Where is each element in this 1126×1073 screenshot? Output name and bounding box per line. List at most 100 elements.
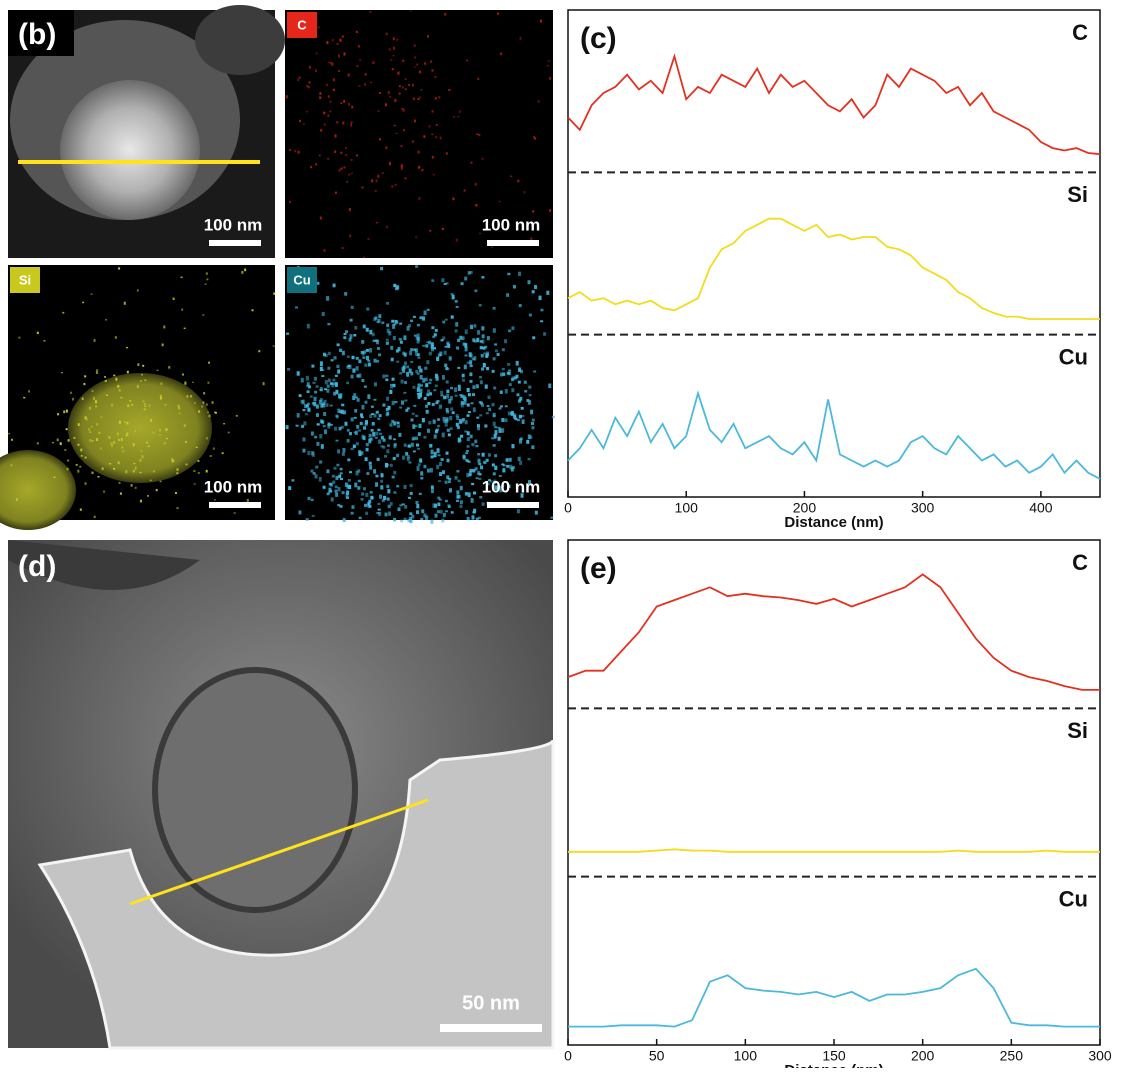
speckle bbox=[428, 382, 432, 385]
speckle bbox=[441, 375, 445, 380]
speckle bbox=[408, 496, 412, 500]
speckle bbox=[361, 186, 364, 189]
speckle bbox=[471, 482, 475, 486]
speckle bbox=[346, 484, 350, 489]
speckle bbox=[465, 449, 469, 452]
speckle bbox=[339, 467, 343, 471]
speckle bbox=[317, 26, 320, 29]
speckle bbox=[477, 516, 481, 519]
speckle bbox=[287, 367, 291, 371]
speckle bbox=[450, 386, 454, 390]
x-tick-label: 250 bbox=[1000, 1048, 1024, 1064]
speckle bbox=[403, 391, 407, 394]
speckle bbox=[329, 423, 333, 426]
speckle bbox=[478, 303, 482, 307]
speckle bbox=[416, 353, 420, 357]
speckle bbox=[289, 200, 292, 204]
speckle bbox=[445, 380, 449, 384]
speckle bbox=[99, 447, 102, 450]
speckle bbox=[364, 400, 368, 404]
speckle bbox=[475, 444, 479, 448]
speckle bbox=[504, 418, 508, 423]
speckle bbox=[89, 439, 92, 442]
speckle bbox=[176, 468, 179, 471]
speckle bbox=[358, 516, 362, 520]
speckle bbox=[496, 12, 499, 15]
speckle bbox=[463, 401, 467, 405]
speckle bbox=[540, 320, 544, 323]
speckle bbox=[312, 472, 316, 475]
speckle bbox=[493, 386, 497, 390]
speckle bbox=[506, 293, 510, 297]
speckle bbox=[358, 85, 361, 87]
speckle bbox=[385, 32, 388, 36]
profile-line bbox=[568, 967, 1100, 1028]
speckle bbox=[350, 121, 353, 123]
speckle bbox=[462, 342, 466, 346]
speckle bbox=[67, 439, 70, 442]
speckle bbox=[149, 479, 152, 482]
speckle bbox=[339, 410, 343, 413]
speckle bbox=[494, 465, 498, 470]
speckle bbox=[402, 59, 405, 62]
speckle bbox=[355, 356, 359, 360]
speckle bbox=[350, 305, 354, 309]
speckle bbox=[519, 396, 523, 401]
speckle bbox=[335, 439, 339, 442]
speckle bbox=[392, 324, 396, 329]
speckle bbox=[185, 440, 188, 443]
speckle bbox=[450, 407, 454, 411]
speckle bbox=[197, 460, 200, 462]
speckle bbox=[548, 383, 552, 389]
speckle bbox=[308, 66, 311, 69]
speckle bbox=[507, 363, 511, 366]
speckle bbox=[206, 278, 209, 281]
speckle bbox=[511, 326, 515, 330]
speckle bbox=[446, 389, 450, 394]
speckle bbox=[422, 316, 426, 321]
speckle bbox=[359, 59, 362, 61]
speckle bbox=[417, 356, 421, 359]
speckle bbox=[485, 354, 489, 358]
speckle bbox=[79, 465, 82, 468]
speckle bbox=[392, 335, 396, 341]
speckle bbox=[319, 460, 323, 464]
speckle bbox=[403, 361, 407, 366]
speckle bbox=[296, 413, 300, 418]
speckle bbox=[414, 348, 418, 353]
speckle bbox=[361, 434, 365, 439]
speckle bbox=[311, 402, 315, 405]
speckle bbox=[141, 374, 144, 376]
speckle bbox=[171, 459, 174, 463]
speckle bbox=[343, 333, 347, 336]
speckle bbox=[396, 484, 400, 488]
speckle bbox=[315, 413, 319, 417]
speckle bbox=[531, 421, 535, 425]
speckle bbox=[413, 66, 416, 68]
speckle bbox=[397, 507, 401, 512]
speckle bbox=[422, 378, 426, 383]
speckle bbox=[416, 503, 420, 509]
speckle bbox=[441, 518, 445, 523]
speckle bbox=[206, 411, 209, 413]
speckle bbox=[63, 410, 66, 414]
speckle bbox=[501, 418, 505, 422]
speckle bbox=[89, 431, 92, 433]
speckle bbox=[374, 189, 377, 192]
speckle bbox=[354, 482, 358, 488]
speckle bbox=[504, 339, 508, 344]
speckle bbox=[319, 366, 323, 372]
speckle bbox=[382, 374, 386, 379]
speckle bbox=[348, 337, 352, 342]
speckle bbox=[437, 496, 441, 500]
si-particle bbox=[68, 373, 212, 483]
speckle bbox=[315, 52, 318, 55]
speckle bbox=[143, 403, 146, 405]
speckle bbox=[452, 197, 455, 201]
scan-line bbox=[129, 798, 429, 906]
speckle bbox=[415, 369, 419, 374]
speckle bbox=[456, 425, 460, 430]
speckle bbox=[334, 426, 338, 431]
